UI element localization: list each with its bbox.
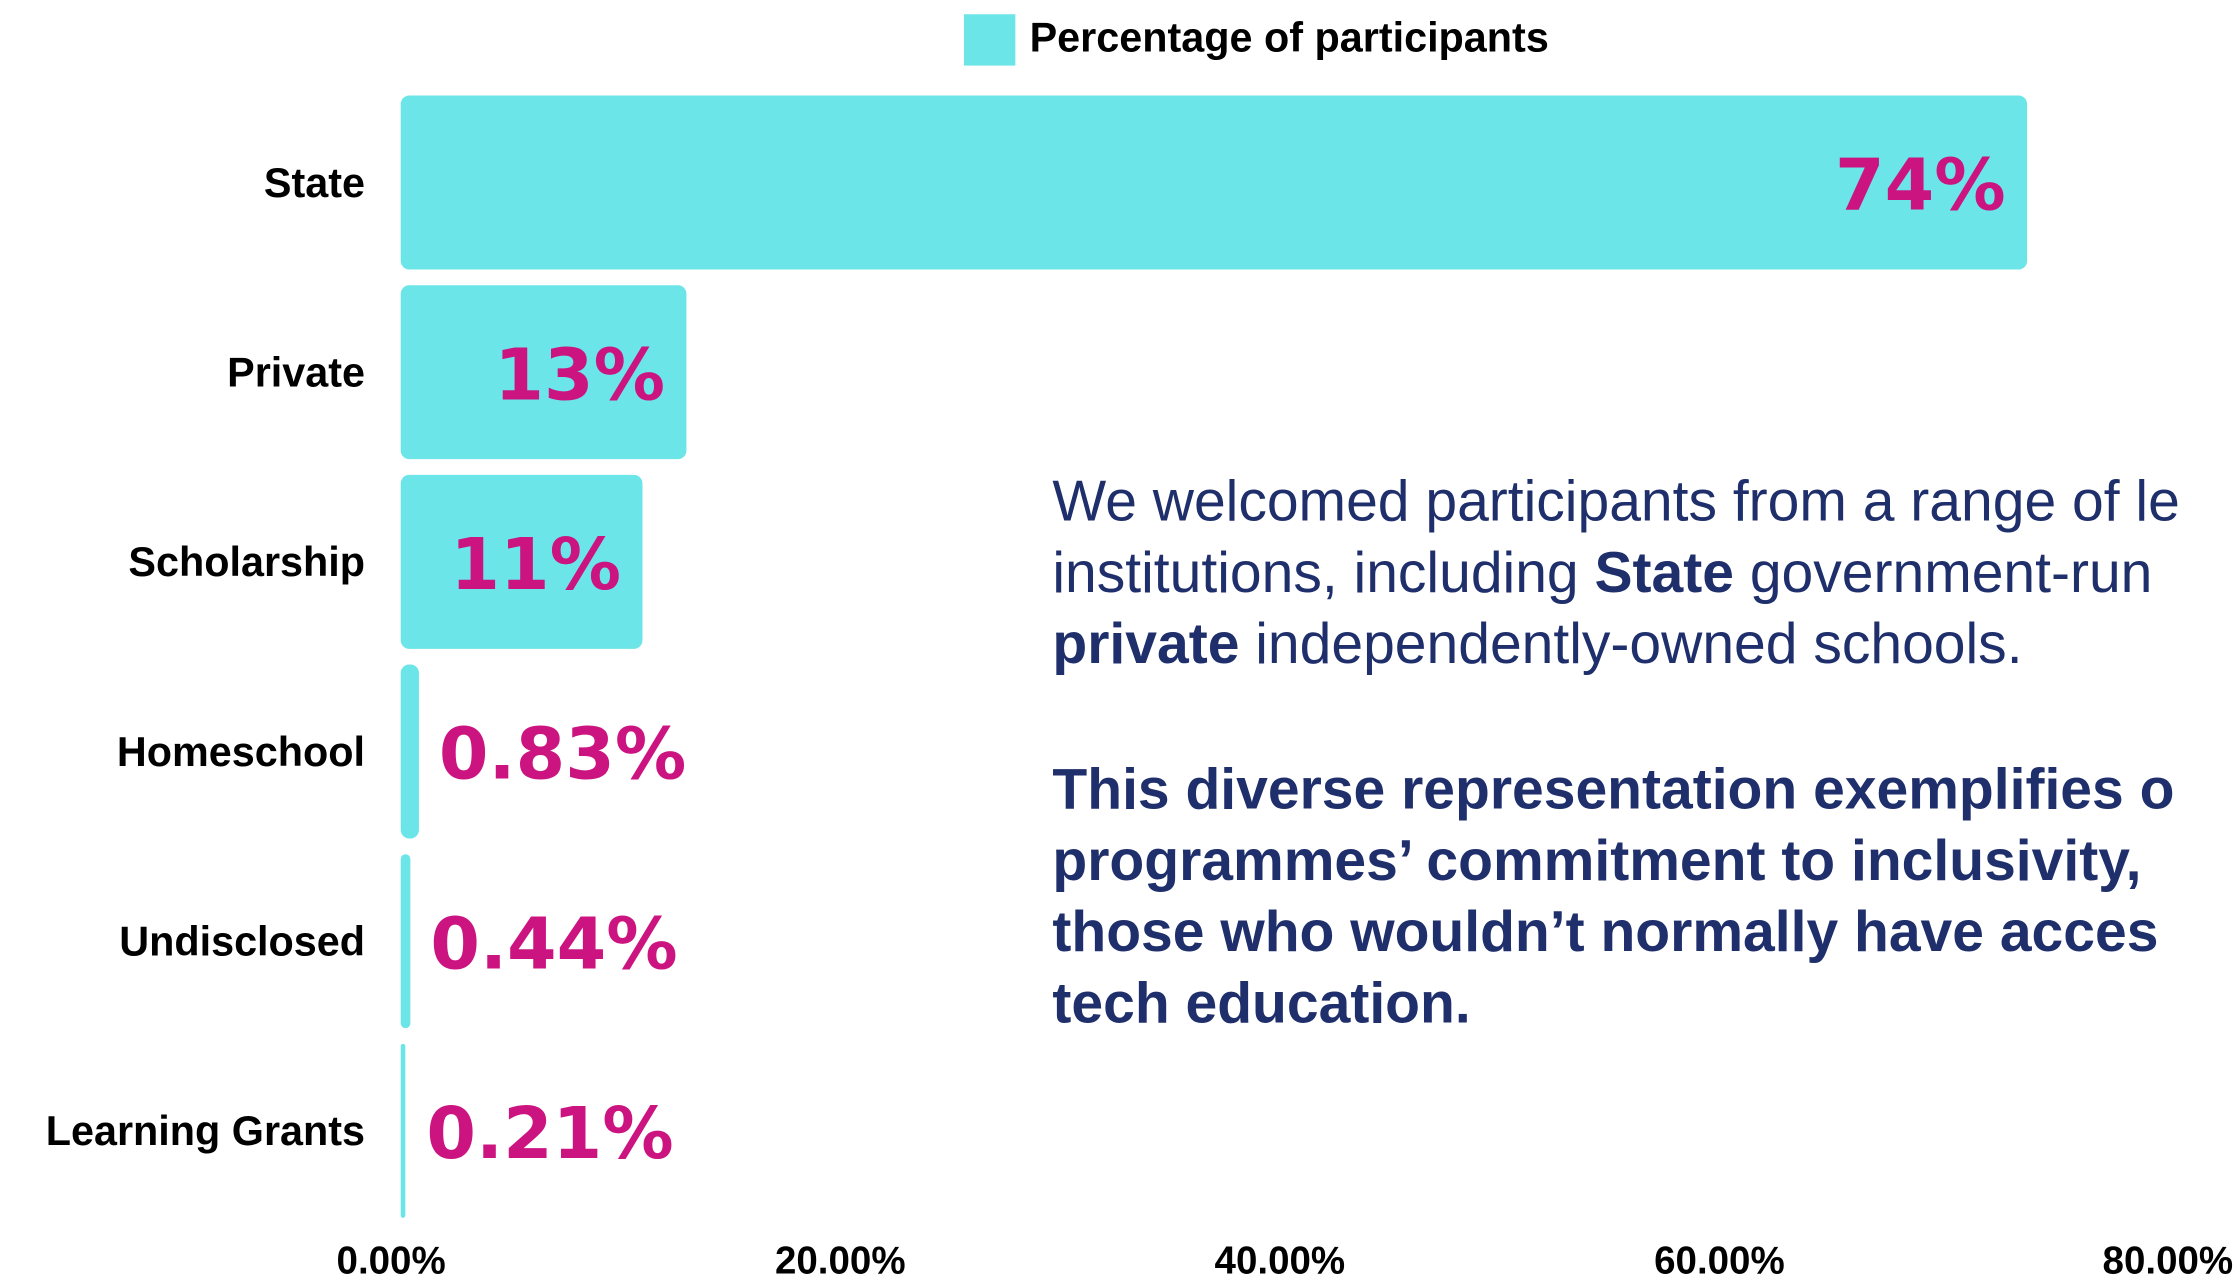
- bar: [400, 664, 419, 839]
- x-tick-label: 40.00%: [1215, 1239, 1346, 1280]
- category-label: Homeschool: [117, 729, 365, 775]
- legend-swatch: [963, 14, 1016, 66]
- value-label: 11%: [450, 523, 621, 606]
- annotation-text: independently-owned schools.: [1239, 612, 2022, 676]
- value-label: 74%: [1835, 144, 2006, 227]
- x-tick-label: 80.00%: [2103, 1239, 2234, 1280]
- value-label: 0.44%: [430, 902, 677, 985]
- legend-label: Percentage of participants: [1030, 14, 1549, 60]
- x-tick-label: 0.00%: [337, 1239, 446, 1280]
- annotation-line: those who wouldn’t normally have acces: [1052, 900, 2158, 964]
- annotation-line: institutions, including State government…: [1052, 541, 2152, 605]
- annotation-line: private independently-owned schools.: [1052, 612, 2022, 676]
- value-label: 0.83%: [439, 713, 686, 796]
- annotation-text: We welcomed participants from a range of…: [1052, 469, 2179, 533]
- bar: [400, 285, 687, 460]
- annotation-text: State: [1595, 541, 1734, 605]
- value-label: 0.21%: [426, 1092, 673, 1175]
- annotation-text: tech education.: [1052, 971, 1470, 1035]
- annotation-line: This diverse representation exemplifies …: [1052, 758, 2174, 822]
- annotation-text: This diverse representation exemplifies …: [1052, 758, 2174, 822]
- x-tick-label: 60.00%: [1654, 1239, 1785, 1280]
- bar: [400, 95, 2028, 270]
- annotation-text: institutions, including: [1052, 541, 1594, 605]
- annotation-line: programmes’ commitment to inclusivity,: [1052, 829, 2141, 893]
- value-label: 13%: [494, 333, 665, 416]
- annotation-text: those who wouldn’t normally have acces: [1052, 900, 2158, 964]
- category-label: Scholarship: [128, 539, 365, 585]
- bar: [400, 1043, 406, 1218]
- x-tick-label: 20.00%: [775, 1239, 906, 1280]
- annotation-text: private: [1052, 612, 1239, 676]
- category-label: State: [264, 160, 365, 206]
- annotation-text: programmes’ commitment to inclusivity,: [1052, 829, 2141, 893]
- category-label: Private: [227, 349, 365, 395]
- category-label: Undisclosed: [119, 918, 365, 964]
- category-label: Learning Grants: [46, 1108, 365, 1154]
- bar: [400, 474, 643, 649]
- annotation-line: We welcomed participants from a range of…: [1052, 469, 2179, 533]
- bar: [400, 854, 411, 1029]
- annotation-line: tech education.: [1052, 971, 1470, 1035]
- annotation-text: government-run: [1734, 541, 2152, 605]
